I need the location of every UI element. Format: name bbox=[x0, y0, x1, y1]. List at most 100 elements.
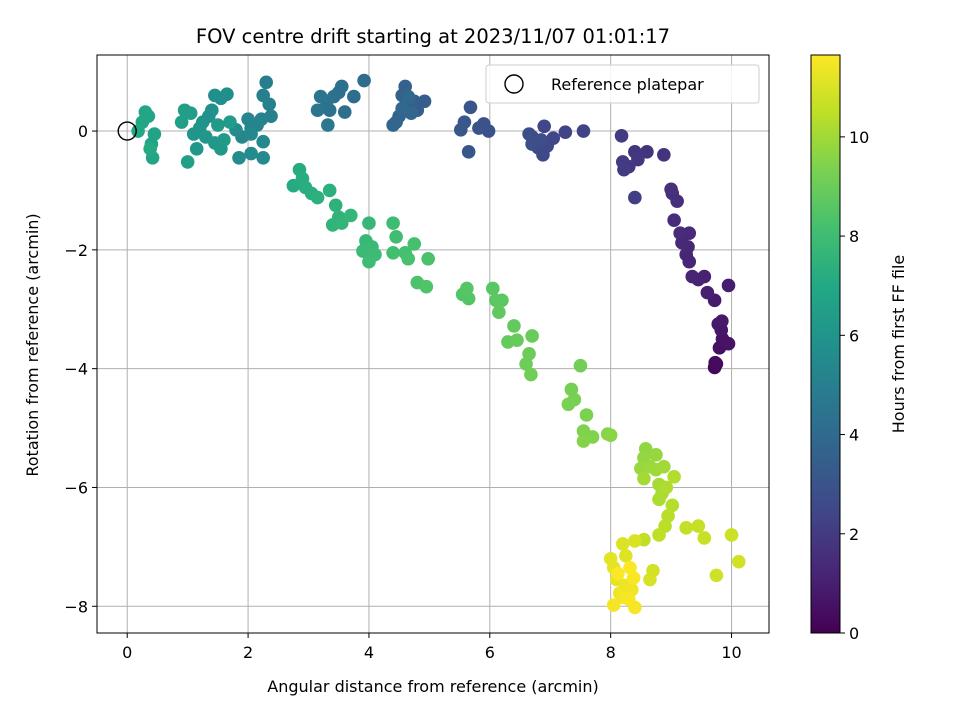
y-tick-label: −8 bbox=[64, 597, 88, 616]
x-tick-label: 10 bbox=[721, 643, 741, 662]
data-point bbox=[322, 183, 337, 198]
data-point bbox=[525, 329, 539, 343]
data-point bbox=[657, 459, 671, 474]
data-point bbox=[640, 145, 654, 159]
data-point bbox=[189, 142, 204, 156]
data-point bbox=[223, 115, 237, 129]
x-tick-label: 0 bbox=[122, 643, 132, 662]
colorbar-tick-label: 4 bbox=[849, 426, 859, 445]
data-point bbox=[401, 89, 416, 104]
data-point bbox=[507, 319, 521, 333]
data-point bbox=[614, 128, 629, 143]
chart-title: FOV centre drift starting at 2023/11/07 … bbox=[196, 25, 670, 48]
x-tick-label: 2 bbox=[243, 643, 253, 662]
data-point bbox=[623, 560, 637, 575]
data-point bbox=[495, 293, 509, 308]
data-point bbox=[537, 119, 551, 134]
data-point bbox=[244, 146, 258, 161]
data-point bbox=[174, 115, 189, 129]
data-point bbox=[143, 142, 157, 156]
x-tick-label: 4 bbox=[364, 643, 374, 662]
data-point bbox=[615, 537, 630, 551]
data-point bbox=[460, 281, 474, 296]
data-point bbox=[395, 101, 409, 116]
scatter-points bbox=[131, 73, 746, 615]
data-point bbox=[510, 333, 524, 347]
data-point bbox=[217, 133, 231, 147]
y-axis-ticks: 0 −2 −4 −6 −8 bbox=[64, 122, 97, 616]
data-point bbox=[617, 162, 631, 177]
data-point bbox=[453, 123, 468, 137]
data-point bbox=[421, 251, 435, 266]
data-point bbox=[492, 305, 506, 320]
data-point bbox=[618, 548, 633, 563]
data-point bbox=[628, 534, 642, 548]
data-point bbox=[262, 97, 277, 112]
data-point bbox=[721, 336, 736, 351]
colorbar-ticks: 0 2 4 6 8 10 bbox=[840, 128, 869, 643]
data-point bbox=[256, 134, 270, 149]
x-axis-ticks: 0 2 4 6 8 10 bbox=[122, 633, 742, 662]
data-point bbox=[356, 244, 370, 258]
data-point bbox=[401, 251, 416, 266]
legend-entry: Reference platepar bbox=[551, 75, 704, 94]
legend-marker bbox=[504, 74, 524, 94]
data-point bbox=[131, 124, 145, 138]
data-point bbox=[611, 566, 625, 581]
data-point bbox=[461, 145, 476, 159]
x-tick-label: 8 bbox=[606, 643, 616, 662]
data-point bbox=[715, 314, 729, 328]
data-point bbox=[606, 598, 621, 612]
data-point bbox=[337, 105, 352, 119]
data-point bbox=[347, 89, 361, 104]
reference-platepar-marker bbox=[117, 121, 137, 141]
data-point bbox=[709, 568, 724, 583]
data-point bbox=[652, 528, 666, 542]
data-point bbox=[731, 554, 746, 569]
data-point bbox=[673, 226, 687, 241]
colorbar-tick-label: 0 bbox=[849, 624, 859, 643]
x-tick-label: 6 bbox=[485, 643, 495, 662]
colorbar-label: Hours from first FF file bbox=[889, 255, 908, 434]
colorbar-tick-label: 2 bbox=[849, 525, 859, 544]
x-axis-label: Angular distance from reference (arcmin) bbox=[267, 677, 598, 696]
data-point bbox=[186, 127, 201, 141]
data-point bbox=[665, 498, 680, 513]
data-point bbox=[208, 88, 222, 103]
data-point bbox=[241, 112, 255, 126]
data-point bbox=[724, 528, 739, 542]
data-point bbox=[461, 291, 476, 306]
data-point bbox=[472, 121, 486, 135]
data-point bbox=[561, 397, 576, 412]
data-point bbox=[685, 269, 700, 284]
data-point bbox=[177, 103, 192, 118]
y-tick-label: −2 bbox=[64, 241, 88, 260]
data-point bbox=[486, 281, 500, 296]
data-point bbox=[667, 213, 681, 227]
data-point bbox=[386, 246, 400, 260]
data-point bbox=[657, 147, 671, 162]
data-point bbox=[708, 355, 723, 370]
data-point bbox=[576, 434, 591, 448]
colorbar-tick-label: 8 bbox=[849, 227, 859, 246]
data-point bbox=[334, 216, 349, 230]
data-point bbox=[419, 279, 434, 294]
data-point bbox=[576, 124, 591, 138]
data-point bbox=[697, 531, 712, 545]
data-point bbox=[525, 137, 539, 151]
data-point bbox=[643, 572, 657, 587]
data-point bbox=[573, 358, 588, 373]
data-point bbox=[649, 447, 663, 462]
data-point bbox=[386, 216, 400, 230]
data-point bbox=[310, 190, 325, 205]
data-point bbox=[310, 103, 325, 118]
data-point bbox=[244, 127, 258, 141]
y-tick-label: 0 bbox=[78, 122, 88, 141]
data-point bbox=[357, 73, 371, 88]
data-point bbox=[211, 118, 225, 132]
data-point bbox=[558, 125, 573, 140]
data-point bbox=[691, 519, 706, 533]
data-point bbox=[721, 278, 736, 293]
data-point bbox=[679, 521, 694, 535]
data-point bbox=[328, 198, 343, 213]
